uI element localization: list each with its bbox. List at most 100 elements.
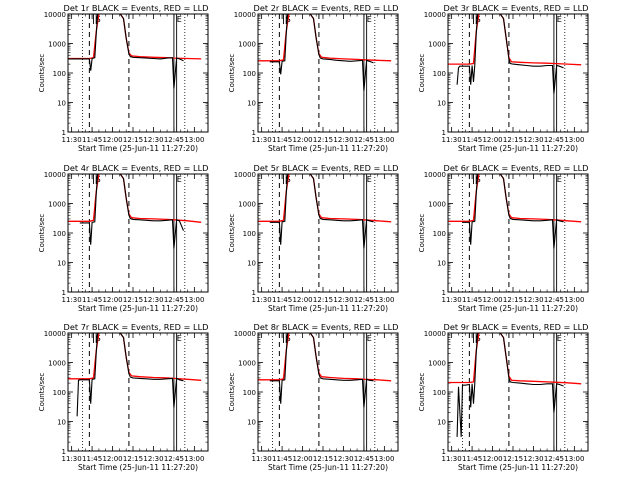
x-tick-label: 13:00: [374, 296, 394, 304]
y-tick-label: 1000: [238, 360, 256, 368]
y-tick-label: 100: [243, 230, 256, 238]
y-axis-label: Counts/sec: [418, 373, 426, 412]
y-tick-label: 100: [433, 389, 446, 397]
reference-lines: [82, 333, 186, 451]
x-tick-label: 11:30: [252, 455, 272, 463]
y-tick-label: 10000: [44, 330, 66, 338]
panel-title: Det 6r BLACK = Events, RED = LLD: [444, 163, 589, 173]
y-tick-label: 1: [252, 448, 256, 456]
x-tick-label: 12:30: [143, 455, 163, 463]
x-tick-label: 12:00: [482, 136, 502, 144]
x-tick-label: 12:15: [503, 455, 523, 463]
y-tick-label: 1: [62, 289, 66, 297]
x-tick-label: 12:30: [143, 136, 163, 144]
y-tick-label: 1000: [428, 201, 446, 209]
y-tick-label: 100: [243, 70, 256, 78]
series-group: [258, 174, 392, 249]
y-axis-label: Counts/sec: [38, 54, 46, 93]
x-tick-label: 11:30: [442, 296, 462, 304]
x-tick-label: 11:30: [442, 136, 462, 144]
y-tick-label: 1000: [48, 201, 66, 209]
y-tick-label: 1000: [238, 201, 256, 209]
panel-title: Det 4r BLACK = Events, RED = LLD: [64, 163, 209, 173]
y-tick-label: 10: [437, 260, 446, 268]
y-tick-label: 1000: [238, 41, 256, 49]
x-tick-label: 12:15: [503, 136, 523, 144]
panel-title: Det 8r BLACK = Events, RED = LLD: [254, 322, 399, 332]
x-tick-label: 13:00: [374, 136, 394, 144]
plot-frame: [257, 173, 399, 293]
x-tick-label: 12:00: [292, 455, 312, 463]
x-tick-label: 12:00: [102, 136, 122, 144]
saa-end-marker: E: [557, 15, 562, 24]
panel-title: Det 3r BLACK = Events, RED = LLD: [444, 3, 589, 13]
series-line-events: [462, 174, 564, 249]
x-tick-label: 11:30: [62, 136, 82, 144]
panel-det-5: Det 5r BLACK = Events, RED = LLD 1 10 100 10…: [228, 163, 399, 313]
y-tick-label: 10: [437, 419, 446, 427]
panel-title: Det 9r BLACK = Events, RED = LLD: [444, 322, 589, 332]
y-tick-label: 10000: [424, 11, 446, 19]
x-tick-label: 11:30: [252, 136, 272, 144]
panel-det-2: Det 2r BLACK = Events, RED = LLD 1 10 100 10…: [228, 3, 399, 153]
panel-det-4: Det 4r BLACK = Events, RED = LLD 1 10 100 10…: [38, 163, 209, 313]
y-tick-label: 100: [433, 70, 446, 78]
x-tick-label: 13:00: [564, 296, 584, 304]
y-tick-label: 100: [53, 389, 66, 397]
y-tick-label: 10000: [424, 330, 446, 338]
x-tick-label: 12:30: [523, 136, 543, 144]
y-tick-label: 100: [53, 70, 66, 78]
y-tick-label: 1: [62, 129, 66, 137]
x-tick-label: 13:00: [184, 455, 204, 463]
reference-lines: [272, 174, 376, 292]
series-line-events: [456, 14, 564, 94]
x-tick-label: 12:45: [544, 455, 564, 463]
x-tick-label: 13:00: [564, 455, 584, 463]
y-axis-label: Counts/sec: [228, 373, 236, 412]
series-line-events: [79, 174, 185, 249]
series-line-events: [76, 333, 184, 417]
plot-frame: [67, 173, 209, 293]
saa-end-marker: E: [367, 175, 372, 184]
y-tick-label: 10: [57, 260, 66, 268]
x-tick-label: 13:00: [374, 455, 394, 463]
y-tick-label: 10: [247, 260, 256, 268]
series-line-events: [269, 14, 374, 91]
y-tick-label: 100: [243, 389, 256, 397]
x-tick-label: 12:45: [544, 136, 564, 144]
series-group: [258, 333, 392, 408]
y-tick-label: 1: [442, 448, 446, 456]
x-tick-label: 12:00: [482, 296, 502, 304]
panel-title: Det 2r BLACK = Events, RED = LLD: [254, 3, 399, 13]
saa-end-marker: E: [557, 175, 562, 184]
panel-det-7: Det 7r BLACK = Events, RED = LLD 1 10 100 10…: [38, 322, 209, 472]
series-group: [448, 174, 582, 249]
y-tick-label: 1: [252, 289, 256, 297]
x-tick-label: 11:30: [62, 455, 82, 463]
y-tick-label: 100: [53, 230, 66, 238]
y-axis-label: Counts/sec: [228, 54, 236, 93]
panel-title: Det 1r BLACK = Events, RED = LLD: [64, 3, 209, 13]
y-tick-label: 1: [442, 129, 446, 137]
x-tick-label: 12:45: [544, 296, 564, 304]
y-tick-label: 10: [247, 100, 256, 108]
y-tick-label: 1000: [428, 41, 446, 49]
x-axis-label: Start Time (25-Jun-11 11:27:20): [78, 463, 198, 472]
x-axis-label: Start Time (25-Jun-11 11:27:20): [458, 144, 578, 153]
y-tick-label: 10: [57, 100, 66, 108]
x-tick-label: 12:45: [354, 296, 374, 304]
y-axis-label: Counts/sec: [418, 214, 426, 253]
series-group: [448, 333, 582, 437]
x-tick-label: 11:45: [272, 455, 292, 463]
y-axis-label: Counts/sec: [38, 373, 46, 412]
x-tick-label: 11:45: [82, 455, 102, 463]
reference-lines: [82, 14, 186, 132]
saa-end-marker: E: [177, 175, 182, 184]
y-tick-label: 10000: [234, 330, 256, 338]
reference-lines: [272, 333, 376, 451]
plot-frame: [447, 332, 589, 452]
x-tick-label: 12:45: [354, 136, 374, 144]
plot-frame: [67, 13, 209, 133]
plot-frame: [257, 332, 399, 452]
